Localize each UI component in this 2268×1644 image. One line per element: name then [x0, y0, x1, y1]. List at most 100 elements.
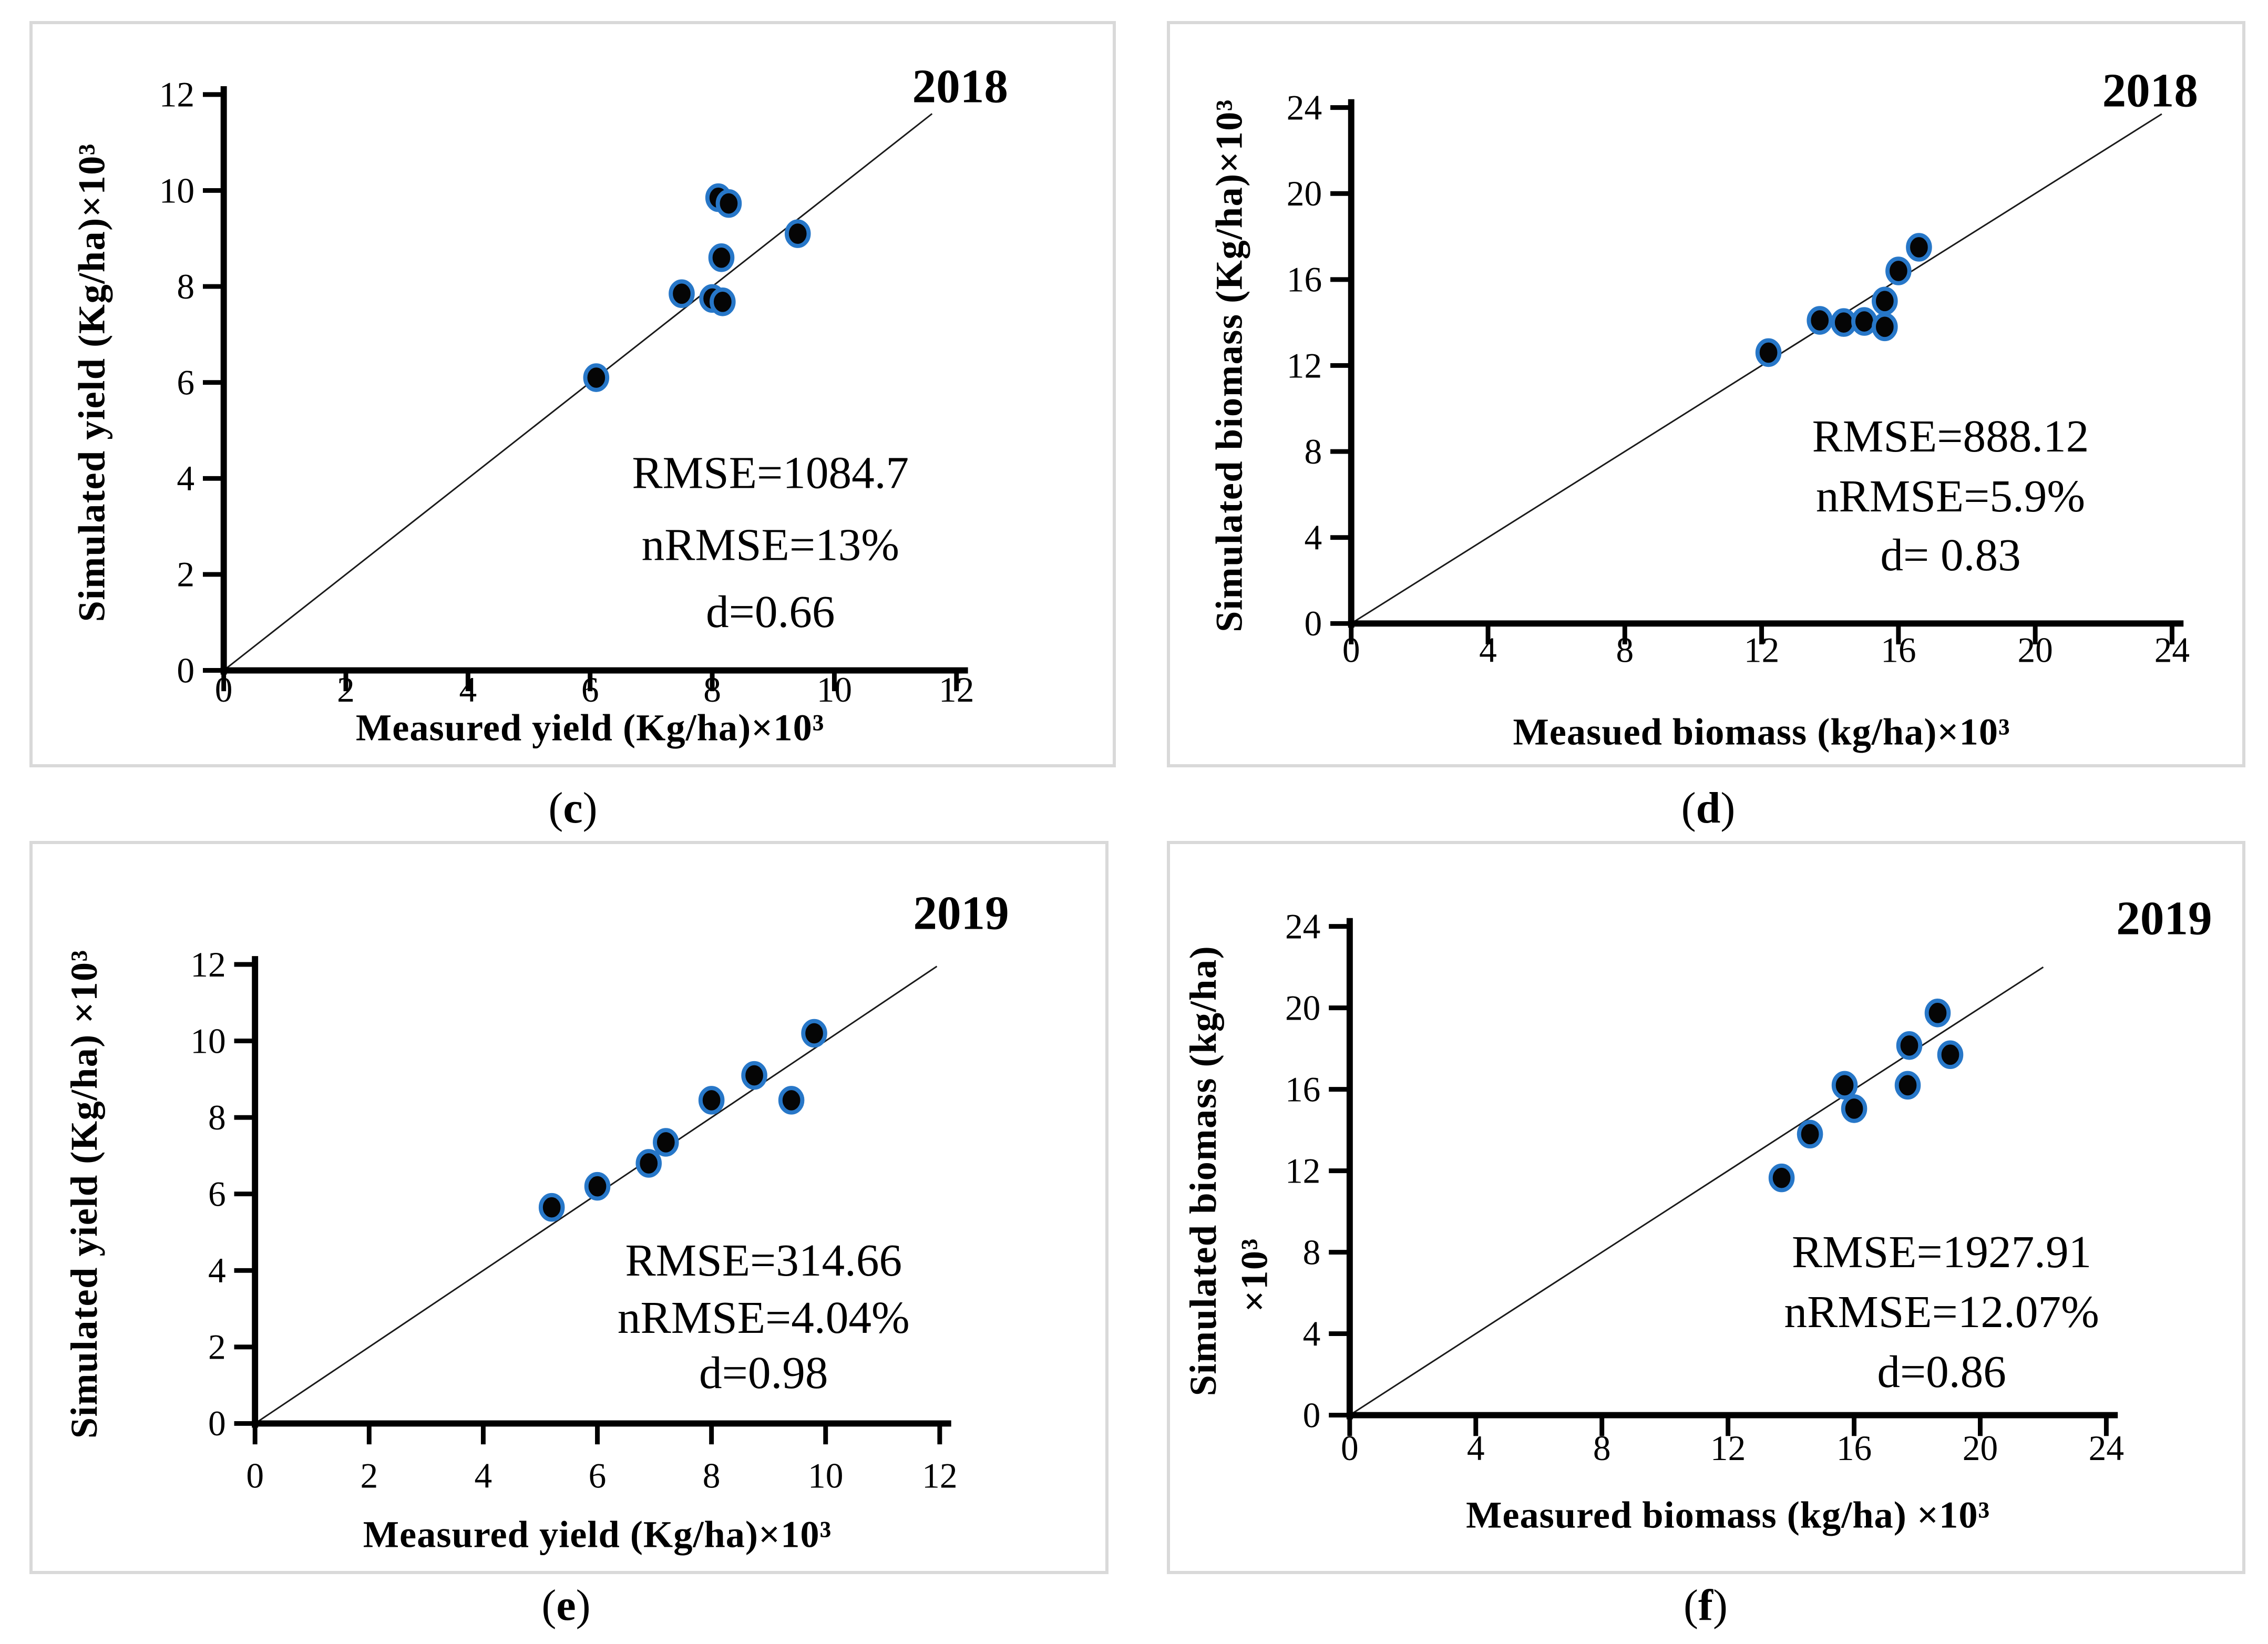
x-tick-label: 16: [1836, 1429, 1872, 1468]
y-tick-label: 8: [208, 1098, 226, 1137]
data-point: [1896, 1031, 1923, 1060]
y-tick-label: 4: [177, 459, 194, 498]
caption-letter: f: [1698, 1581, 1713, 1630]
caption-close-paren: ): [582, 784, 598, 833]
data-point: [1872, 286, 1898, 316]
y-tick-label: 4: [208, 1251, 226, 1290]
y-tick-label: 24: [1287, 88, 1322, 127]
data-point: [583, 363, 610, 392]
year-label: 2019: [2116, 892, 2212, 945]
stats-annotation: d=0.98: [699, 1347, 828, 1398]
data-point: [1906, 233, 1932, 262]
x-tick-label: 2: [360, 1456, 378, 1495]
panel-caption-d: (d): [1551, 779, 1866, 837]
y-tick-label: 16: [1287, 260, 1322, 300]
data-point: [801, 1019, 827, 1048]
data-point: [1885, 256, 1912, 285]
caption-open-paren: (: [541, 1581, 557, 1630]
y-tick-label: 4: [1305, 518, 1322, 557]
x-tick-label: 12: [1744, 631, 1779, 670]
stats-annotation: d= 0.83: [1880, 529, 2020, 580]
data-point: [1768, 1163, 1795, 1193]
identity-line: [1350, 113, 2162, 624]
stats-annotation: nRMSE=5.9%: [1816, 470, 2085, 521]
data-point: [710, 287, 736, 316]
data-point: [1841, 1094, 1867, 1123]
x-tick-label: 12: [1710, 1429, 1746, 1468]
y-tick-label: 16: [1285, 1070, 1320, 1109]
data-point: [669, 279, 695, 309]
data-point: [1831, 1071, 1858, 1100]
y-tick-label: 12: [159, 75, 194, 115]
data-point: [635, 1149, 662, 1178]
caption-open-paren: (: [1681, 784, 1696, 833]
x-tick-label: 6: [581, 670, 599, 710]
stats-annotation: RMSE=314.66: [625, 1235, 902, 1286]
panel-2018-yield: 0 2 4 6 8 10 12 0 2 4 6 8 10 12 Measured yield (Kg/ha)…: [29, 21, 1116, 767]
y-tick-label: 0: [1305, 604, 1322, 643]
data-point: [584, 1172, 611, 1201]
x-tick-label: 16: [1881, 631, 1916, 670]
data-point: [741, 1061, 767, 1090]
stats-annotation: d=0.66: [706, 586, 835, 637]
y-tick-label: 12: [190, 945, 225, 984]
stats-annotation: RMSE=1084.7: [632, 447, 909, 498]
x-tick-label: 24: [2089, 1429, 2124, 1468]
stats-annotation: RMSE=1927.91: [1792, 1226, 2091, 1277]
x-tick-label: 0: [215, 670, 233, 710]
identity-line: [223, 113, 933, 671]
y-tick-label: 20: [1285, 988, 1320, 1028]
x-axis-title: Measured yield (Kg/ha)×10³: [363, 1513, 832, 1555]
x-axis-title: Measured yield (Kg/ha)×10³: [356, 706, 825, 748]
y-tick-label: 8: [1303, 1232, 1321, 1272]
stats-annotation: d=0.86: [1877, 1346, 2006, 1397]
y-tick-label: 2: [177, 555, 194, 594]
scatter-plot-2019-biomass: 0 4 8 12 16 20 24 0 4 8 12 16 20 24 Measured biomass (…: [1182, 892, 2212, 1536]
y-tick-label: 6: [177, 363, 194, 402]
x-tick-label: 12: [922, 1456, 957, 1495]
caption-open-paren: (: [548, 784, 563, 833]
caption-letter: c: [563, 784, 583, 833]
year-label: 2018: [912, 60, 1008, 113]
panel-2019-biomass: 0 4 8 12 16 20 24 0 4 8 12 16 20 24 Measured biomass (…: [1167, 841, 2245, 1574]
data-point: [1755, 338, 1782, 367]
data-point: [538, 1193, 565, 1222]
x-tick-label: 20: [2017, 631, 2053, 670]
caption-close-paren: ): [1720, 784, 1736, 833]
caption-close-paren: ): [576, 1581, 591, 1630]
y-axis-title: Simulated biomass (Kg/ha)×10³: [1208, 99, 1250, 632]
x-tick-label: 4: [475, 1456, 492, 1495]
year-label: 2018: [2102, 64, 2198, 117]
x-tick-label: 2: [337, 670, 355, 710]
x-tick-label: 8: [703, 1456, 721, 1495]
scatter-plot-2018-biomass: 0 4 8 12 16 20 24 0 4 8 12 16 20 24 Measued biomass (k…: [1208, 64, 2198, 753]
panel-caption-f: (f): [1548, 1577, 1863, 1635]
data-point: [1924, 999, 1951, 1028]
x-tick-label: 4: [459, 670, 477, 710]
y-tick-label: 10: [190, 1021, 225, 1061]
x-tick-label: 6: [589, 1456, 607, 1495]
caption-letter: d: [1696, 784, 1721, 833]
x-tick-label: 8: [703, 670, 721, 710]
y-tick-label: 12: [1287, 346, 1322, 385]
data-point: [1894, 1071, 1921, 1100]
x-tick-label: 10: [808, 1456, 843, 1495]
stats-annotation: nRMSE=13%: [642, 519, 899, 570]
x-tick-label: 4: [1479, 631, 1497, 670]
y-tick-label: 6: [208, 1175, 226, 1214]
caption-letter: e: [556, 1581, 576, 1630]
x-tick-label: 20: [1963, 1429, 1998, 1468]
data-point: [1937, 1040, 1964, 1070]
panel-2018-biomass: 0 4 8 12 16 20 24 0 4 8 12 16 20 24 Measued biomass (k…: [1167, 21, 2245, 767]
data-point: [715, 189, 742, 218]
y-tick-label: 10: [159, 171, 194, 210]
year-label: 2019: [913, 887, 1009, 940]
y-tick-label: 8: [1305, 432, 1322, 471]
x-tick-label: 8: [1616, 631, 1634, 670]
caption-close-paren: ): [1712, 1581, 1728, 1630]
data-point: [698, 1086, 725, 1115]
stats-annotation: RMSE=888.12: [1812, 410, 2089, 461]
y-axis-title: Simulated yield (Kg/ha)×10³: [71, 143, 113, 622]
data-point: [653, 1128, 679, 1157]
